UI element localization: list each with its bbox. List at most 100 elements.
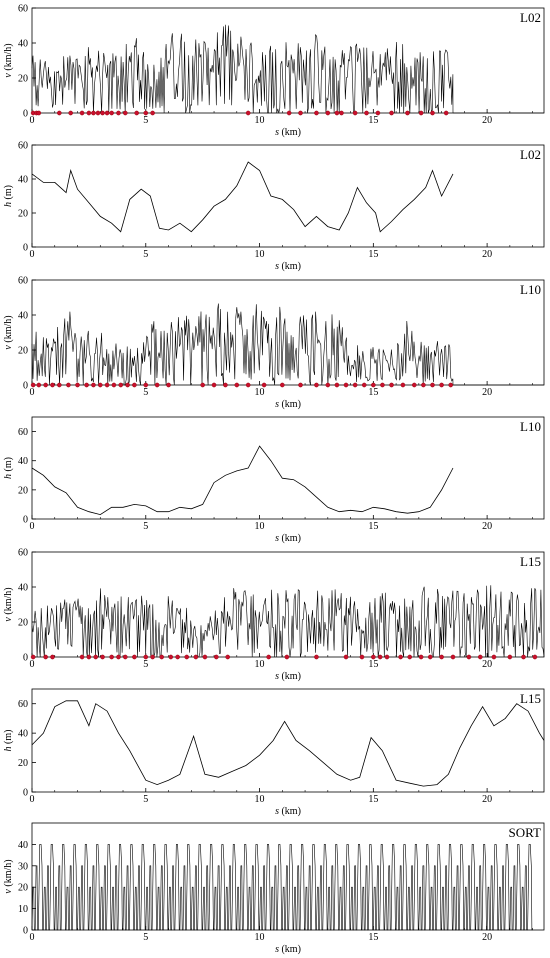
stop-marker <box>154 382 160 388</box>
stop-marker <box>261 382 267 388</box>
speed-line <box>31 24 454 114</box>
x-axis-variable: s <box>275 261 279 272</box>
stop-marker <box>343 382 349 388</box>
stop-marker <box>398 654 403 660</box>
x-tick-label: 5 <box>143 115 148 126</box>
panel-label: SORT <box>509 825 542 840</box>
stop-marker <box>91 110 96 116</box>
stop-marker <box>389 110 394 116</box>
x-axis-variable: s <box>275 533 279 544</box>
stop-marker <box>225 654 230 660</box>
y-axis-variable: h <box>3 202 14 207</box>
y-tick-label: 40 <box>18 729 28 740</box>
stop-marker <box>122 110 128 116</box>
stop-marker <box>427 654 433 660</box>
stop-marker <box>57 110 62 116</box>
y-axis-unit: (m) <box>3 730 14 747</box>
stop-marker <box>36 110 42 116</box>
stop-marker <box>150 654 155 660</box>
stop-marker <box>86 110 92 116</box>
x-tick-label: 15 <box>368 659 378 670</box>
stop-marker <box>75 382 80 388</box>
x-tick-label: 10 <box>255 249 265 260</box>
stop-marker <box>104 110 110 116</box>
stop-marker <box>184 654 190 660</box>
x-tick-label: 0 <box>30 115 35 126</box>
elevation-line <box>31 700 545 787</box>
stop-marker <box>36 382 42 388</box>
stop-marker <box>477 654 483 660</box>
x-tick-label: 5 <box>143 659 148 670</box>
stop-marker <box>116 110 121 116</box>
stop-marker <box>159 654 165 660</box>
y-tick-label: 0 <box>23 926 28 937</box>
stop-marker <box>491 654 497 660</box>
stop-marker <box>405 110 410 116</box>
stop-marker <box>43 382 48 388</box>
y-tick-label: 20 <box>18 209 28 220</box>
x-tick-label: 20 <box>482 115 492 126</box>
x-tick-label: 0 <box>30 249 35 260</box>
stop-marker <box>314 654 319 660</box>
stop-marker <box>361 382 367 388</box>
stop-marker <box>122 654 128 660</box>
stop-marker <box>400 382 406 388</box>
x-axis-variable: s <box>275 944 279 955</box>
y-axis-label: v (km/h) <box>3 859 14 893</box>
y-tick-label: 0 <box>23 109 28 120</box>
y-tick-label: 40 <box>18 175 28 186</box>
stop-marker <box>84 382 89 388</box>
x-tick-label: 5 <box>143 521 148 532</box>
stop-marker <box>384 654 390 660</box>
x-tick-label: 10 <box>255 794 265 805</box>
x-tick-label: 5 <box>143 249 148 260</box>
y-tick-label: 20 <box>18 883 28 894</box>
stop-marker <box>375 110 381 116</box>
stop-marker <box>134 110 139 116</box>
stop-marker <box>175 654 180 660</box>
elevation-line <box>31 161 454 233</box>
stop-marker <box>339 110 344 116</box>
stop-marker <box>389 382 394 388</box>
stop-marker <box>118 382 124 388</box>
x-tick-label: 15 <box>368 249 378 260</box>
y-axis-variable: v <box>3 889 14 894</box>
y-tick-label: 0 <box>23 788 28 799</box>
chart-panel-7: 0 5 10 15 20 0 10 20 30 40 s (km) v (km/h) SORT <box>3 822 545 955</box>
y-tick-label: 40 <box>18 840 28 851</box>
stop-marker <box>298 382 303 388</box>
chart-panel-1: 0 5 10 15 20 0 20 40 60 s (km) v (km/h) L02 <box>3 4 545 138</box>
x-tick-label: 5 <box>143 932 148 943</box>
panel-label: L10 <box>520 282 541 297</box>
y-tick-label: 0 <box>23 515 28 526</box>
stop-marker <box>125 382 130 388</box>
stop-marker <box>132 382 137 388</box>
y-axis-label: v (km/h) <box>3 587 14 621</box>
plot-frame <box>31 688 545 793</box>
x-tick-label: 5 <box>143 387 148 398</box>
y-axis-unit: (m) <box>3 185 14 202</box>
stop-marker <box>352 382 358 388</box>
stop-marker <box>143 654 149 660</box>
stop-marker <box>97 382 103 388</box>
stop-marker <box>57 382 62 388</box>
x-tick-label: 0 <box>30 387 35 398</box>
y-axis-unit: (m) <box>3 457 14 474</box>
stop-marker <box>371 382 376 388</box>
stop-marker <box>200 382 205 388</box>
stop-marker <box>334 110 340 116</box>
stop-marker <box>86 654 92 660</box>
stop-marker <box>245 382 251 388</box>
plot-frame <box>31 416 545 520</box>
stop-marker <box>104 382 110 388</box>
stop-marker <box>334 382 340 388</box>
stop-marker <box>421 382 426 388</box>
y-axis-unit: (km/h) <box>3 43 14 73</box>
stop-marker <box>280 382 285 388</box>
x-axis-label: s (km) <box>275 533 301 544</box>
y-tick-label: 20 <box>18 758 28 769</box>
stop-marker <box>30 654 36 660</box>
stop-marker <box>116 654 121 660</box>
x-axis-label: s (km) <box>275 671 301 682</box>
speed-cycle-line <box>31 844 533 931</box>
